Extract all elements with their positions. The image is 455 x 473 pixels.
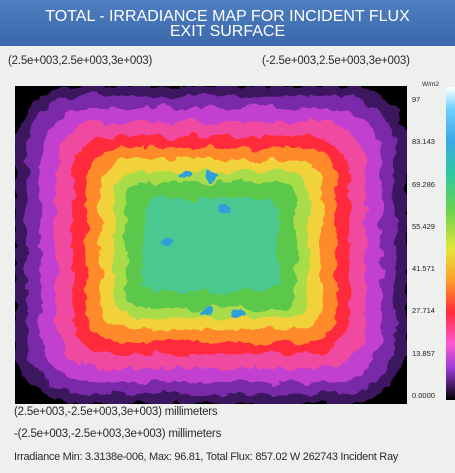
coord-top-left: (2.5e+003,2.5e+003,3e+003)	[8, 55, 153, 67]
heatmap-field	[15, 86, 407, 404]
colorbar-tick-label: 0.0000	[412, 391, 435, 400]
heat-peak-spot	[178, 171, 192, 179]
irradiance-stats: Irradiance Min: 3.3138e-006, Max: 96.81,…	[14, 451, 398, 463]
heat-level-9	[143, 198, 279, 292]
heat-peak-spot	[218, 208, 232, 216]
colorbar-unit: W/m2	[422, 81, 439, 88]
colorbar-tick-label: 69.286	[412, 179, 435, 189]
heat-peak-spot	[205, 172, 219, 180]
chart-title-line2: EXIT SURFACE	[169, 23, 286, 40]
heat-peak-spot	[163, 236, 177, 244]
heat-peak-spot	[231, 311, 245, 319]
colorbar-tick-label: 97	[412, 95, 421, 104]
coord-top-right: (-2.5e+003,2.5e+003,3e+003)	[262, 55, 410, 67]
chart-title: TOTAL - IRRADIANCE MAP FOR INCIDENT FLUX…	[0, 0, 455, 46]
colorbar-tick-label: 83.143	[412, 137, 435, 147]
colorbar	[446, 87, 455, 400]
coord-bottom-left-2: -(2.5e+003,-2.5e+003,3e+003) millimeters	[14, 428, 222, 440]
chart-title-line1: TOTAL - IRRADIANCE MAP FOR INCIDENT FLUX	[45, 8, 410, 25]
colorbar-tick-label: 27.714	[412, 306, 435, 316]
coord-bottom-left: (2.5e+003,-2.5e+003,3e+003) millimeters	[14, 406, 218, 418]
colorbar-tick-label: 13.857	[412, 348, 435, 358]
colorbar-tick-label: 55.429	[412, 221, 435, 231]
colorbar-tick-label: 41.571	[412, 264, 435, 274]
heat-peak-spot	[198, 308, 212, 316]
